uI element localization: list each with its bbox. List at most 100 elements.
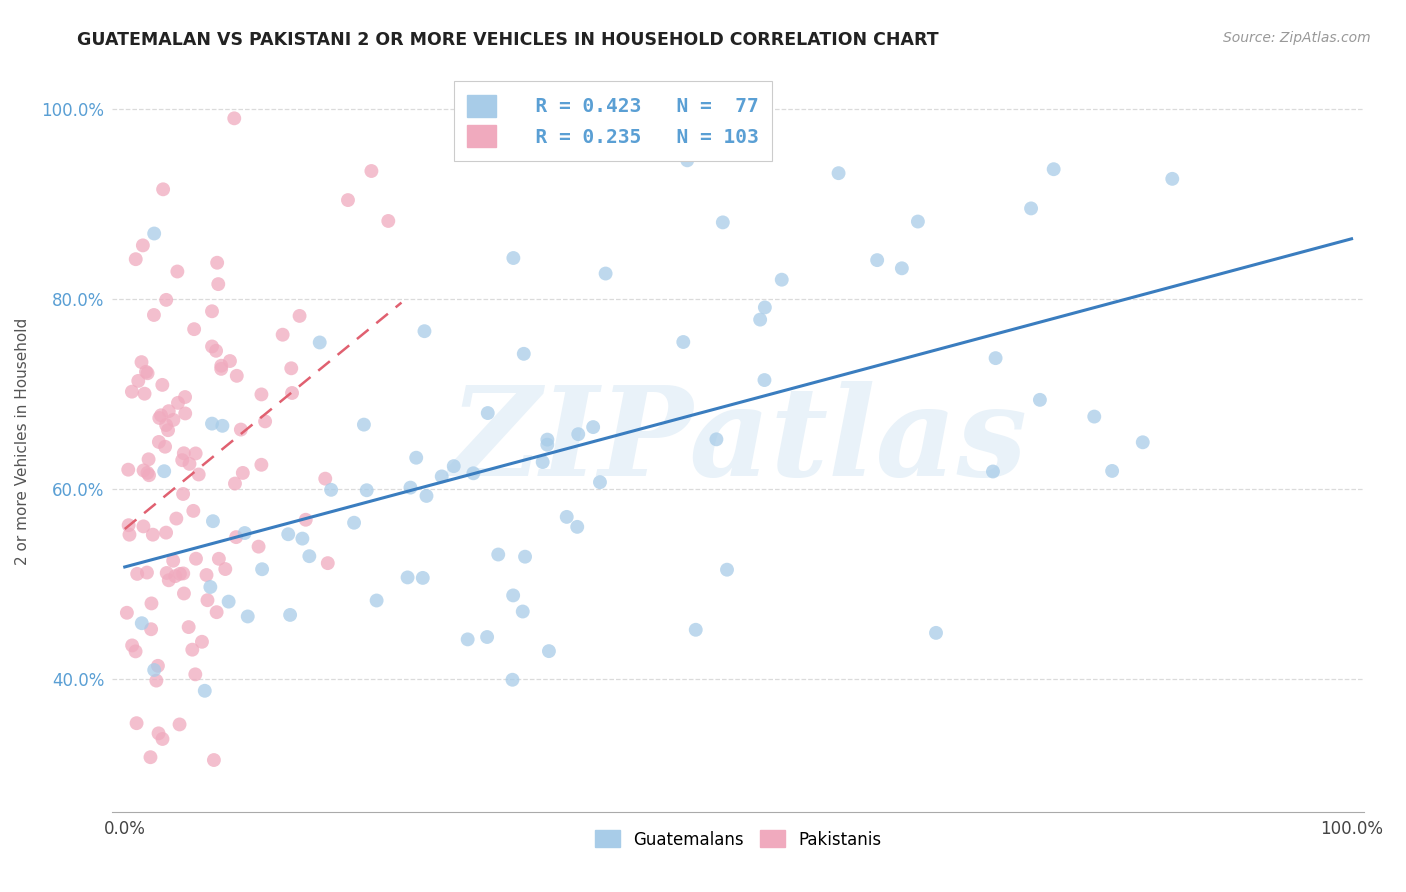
Point [173, 446, 195, 460]
Point [706, 433, 728, 447]
Point [121, 639, 143, 653]
Point [145, 673, 167, 688]
Point [236, 609, 259, 624]
Point [308, 335, 330, 350]
Text: ZIPatlas: ZIPatlas [449, 381, 1028, 502]
Point [353, 417, 375, 432]
Point [205, 605, 228, 619]
Point [155, 525, 177, 540]
Point [229, 423, 252, 437]
Point [172, 487, 194, 501]
Point [412, 571, 434, 585]
Point [827, 166, 849, 180]
Point [169, 566, 191, 581]
Point [184, 667, 207, 681]
Point [513, 347, 536, 361]
Point [148, 434, 170, 449]
Point [153, 464, 176, 478]
Point [457, 632, 479, 647]
Point [281, 386, 304, 401]
Point [214, 562, 236, 576]
Point [201, 304, 224, 318]
Point [366, 593, 388, 607]
Point [117, 518, 139, 533]
Point [187, 467, 209, 482]
Point [1101, 464, 1123, 478]
Point [173, 586, 195, 600]
Point [890, 261, 912, 276]
Point [502, 589, 524, 603]
Point [277, 527, 299, 541]
Point [298, 549, 321, 564]
Point [139, 750, 162, 764]
Legend: Guatemalans, Pakistanis: Guatemalans, Pakistanis [588, 823, 889, 855]
Point [152, 182, 174, 196]
Point [136, 466, 159, 480]
Point [148, 726, 170, 740]
Point [749, 312, 772, 326]
Point [1042, 162, 1064, 177]
Point [219, 354, 242, 368]
Point [139, 622, 162, 636]
Point [153, 440, 176, 454]
Point [150, 377, 173, 392]
Point [200, 580, 222, 594]
Point [156, 566, 179, 580]
Point [589, 475, 612, 490]
Point [984, 351, 1007, 365]
Point [233, 526, 256, 541]
Point [413, 324, 436, 338]
Point [152, 731, 174, 746]
Point [205, 343, 228, 358]
Point [131, 355, 153, 369]
Point [224, 112, 246, 126]
Point [172, 453, 194, 467]
Point [294, 513, 316, 527]
Point [1029, 392, 1052, 407]
Point [501, 673, 523, 687]
Point [502, 251, 524, 265]
Point [135, 365, 157, 379]
Point [157, 404, 180, 418]
Point [124, 644, 146, 658]
Point [115, 606, 138, 620]
Point [132, 463, 155, 477]
Point [1132, 435, 1154, 450]
Point [232, 466, 254, 480]
Point [208, 551, 231, 566]
Point [475, 630, 498, 644]
Point [314, 472, 336, 486]
Point [716, 563, 738, 577]
Point [134, 386, 156, 401]
Point [567, 520, 589, 534]
Point [162, 413, 184, 427]
Point [142, 527, 165, 541]
Point [136, 566, 159, 580]
Point [131, 616, 153, 631]
Point [138, 468, 160, 483]
Point [172, 566, 194, 581]
Point [250, 458, 273, 472]
Point [638, 104, 661, 119]
Point [183, 504, 205, 518]
Point [754, 301, 776, 315]
Point [513, 549, 536, 564]
Point [155, 417, 177, 432]
Point [127, 566, 149, 581]
Point [360, 164, 382, 178]
Point [595, 267, 617, 281]
Point [672, 334, 695, 349]
Point [181, 642, 204, 657]
Point [184, 551, 207, 566]
Point [278, 607, 301, 622]
Point [197, 593, 219, 607]
Point [225, 368, 247, 383]
Point [399, 481, 422, 495]
Point [125, 252, 148, 267]
Text: GUATEMALAN VS PAKISTANI 2 OR MORE VEHICLES IN HOUSEHOLD CORRELATION CHART: GUATEMALAN VS PAKISTANI 2 OR MORE VEHICL… [77, 31, 939, 49]
Point [209, 362, 232, 376]
Point [754, 373, 776, 387]
Point [356, 483, 378, 498]
Point [250, 562, 273, 576]
Text: Source: ZipAtlas.com: Source: ZipAtlas.com [1223, 31, 1371, 45]
